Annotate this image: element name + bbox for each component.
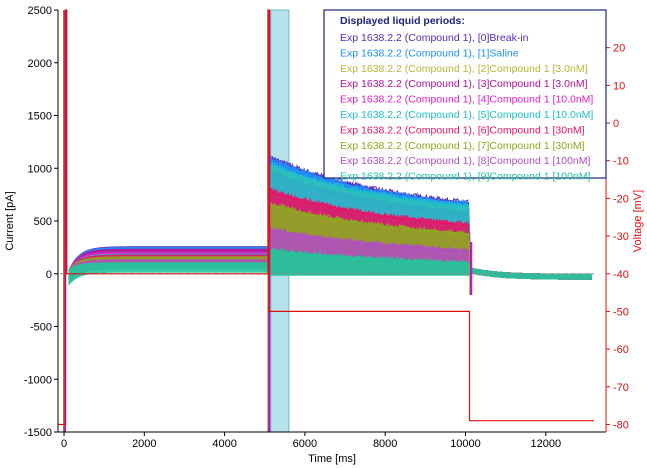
legend-entry: Exp 1638.2.2 (Compound 1), [4]Compound 1… bbox=[340, 94, 593, 106]
right-tick-label: -70 bbox=[613, 382, 629, 394]
left-tick-label: -1000 bbox=[24, 374, 52, 386]
x-tick-label: 0 bbox=[61, 438, 67, 450]
right-tick-label: -20 bbox=[613, 193, 629, 205]
legend-title: Displayed liquid periods: bbox=[340, 15, 465, 27]
left-tick-label: 1500 bbox=[28, 111, 52, 123]
right-tick-label: -10 bbox=[613, 156, 629, 168]
right-axis-title: Voltage [mV] bbox=[632, 190, 644, 252]
x-axis-title: Time [ms] bbox=[308, 453, 356, 465]
current-noise-edge bbox=[269, 226, 469, 254]
legend-entry: Exp 1638.2.2 (Compound 1), [6]Compound 1… bbox=[340, 124, 585, 136]
right-tick-label: -50 bbox=[613, 306, 629, 318]
legend-entry: Exp 1638.2.2 (Compound 1), [5]Compound 1… bbox=[340, 109, 593, 121]
legend-box bbox=[323, 9, 607, 179]
voltage-protocol-layer bbox=[58, 9, 594, 426]
left-axis-title: Current [pA] bbox=[4, 191, 16, 250]
legend: Displayed liquid periods: Exp 1638.2.2 (C… bbox=[323, 9, 607, 183]
legend-entry: Exp 1638.2.2 (Compound 1), [3]Compound 1… bbox=[340, 78, 588, 90]
x-tick-label: 10000 bbox=[450, 438, 481, 450]
right-tick-label: 20 bbox=[613, 43, 625, 55]
right-tick-label: -80 bbox=[613, 419, 629, 431]
right-tick-label: -60 bbox=[613, 344, 629, 356]
x-tick-label: 8000 bbox=[373, 438, 397, 450]
legend-entry: Exp 1638.2.2 (Compound 1), [2]Compound 1… bbox=[340, 63, 588, 75]
legend-entry: Exp 1638.2.2 (Compound 1), [1]Saline bbox=[340, 47, 519, 59]
legend-entry: Exp 1638.2.2 (Compound 1), [0]Break-in bbox=[340, 32, 529, 44]
x-tick-label: 6000 bbox=[293, 438, 317, 450]
legend-entry: Exp 1638.2.2 (Compound 1), [9]Compound 1… bbox=[340, 171, 590, 183]
current-series bbox=[68, 246, 592, 286]
left-tick-label: 1000 bbox=[28, 163, 52, 175]
current-noise-edge bbox=[269, 161, 469, 210]
right-tick-label: -40 bbox=[613, 269, 629, 281]
voltage-trace bbox=[58, 9, 594, 426]
right-tick-label: 10 bbox=[613, 80, 625, 92]
left-tick-label: 2500 bbox=[28, 5, 52, 17]
left-tick-label: -1500 bbox=[24, 427, 52, 439]
current-band bbox=[68, 249, 592, 286]
current-series-layer bbox=[63, 10, 592, 432]
current-noise-edge bbox=[269, 201, 469, 238]
right-tick-label: 0 bbox=[613, 118, 619, 130]
x-tick-label: 2000 bbox=[132, 438, 156, 450]
current-noise-edge bbox=[269, 246, 469, 268]
current-noise-edge bbox=[269, 187, 469, 227]
right-tick-label: -30 bbox=[613, 231, 629, 243]
left-tick-label: 2000 bbox=[28, 58, 52, 70]
left-tick-label: 0 bbox=[46, 269, 52, 281]
legend-entry: Exp 1638.2.2 (Compound 1), [7]Compound 1… bbox=[340, 140, 585, 152]
legend-entry: Exp 1638.2.2 (Compound 1), [8]Compound 1… bbox=[340, 155, 590, 167]
left-tick-label: 500 bbox=[34, 216, 52, 228]
x-tick-label: 12000 bbox=[530, 438, 561, 450]
x-tick-label: 4000 bbox=[212, 438, 236, 450]
left-tick-label: -500 bbox=[30, 322, 52, 334]
